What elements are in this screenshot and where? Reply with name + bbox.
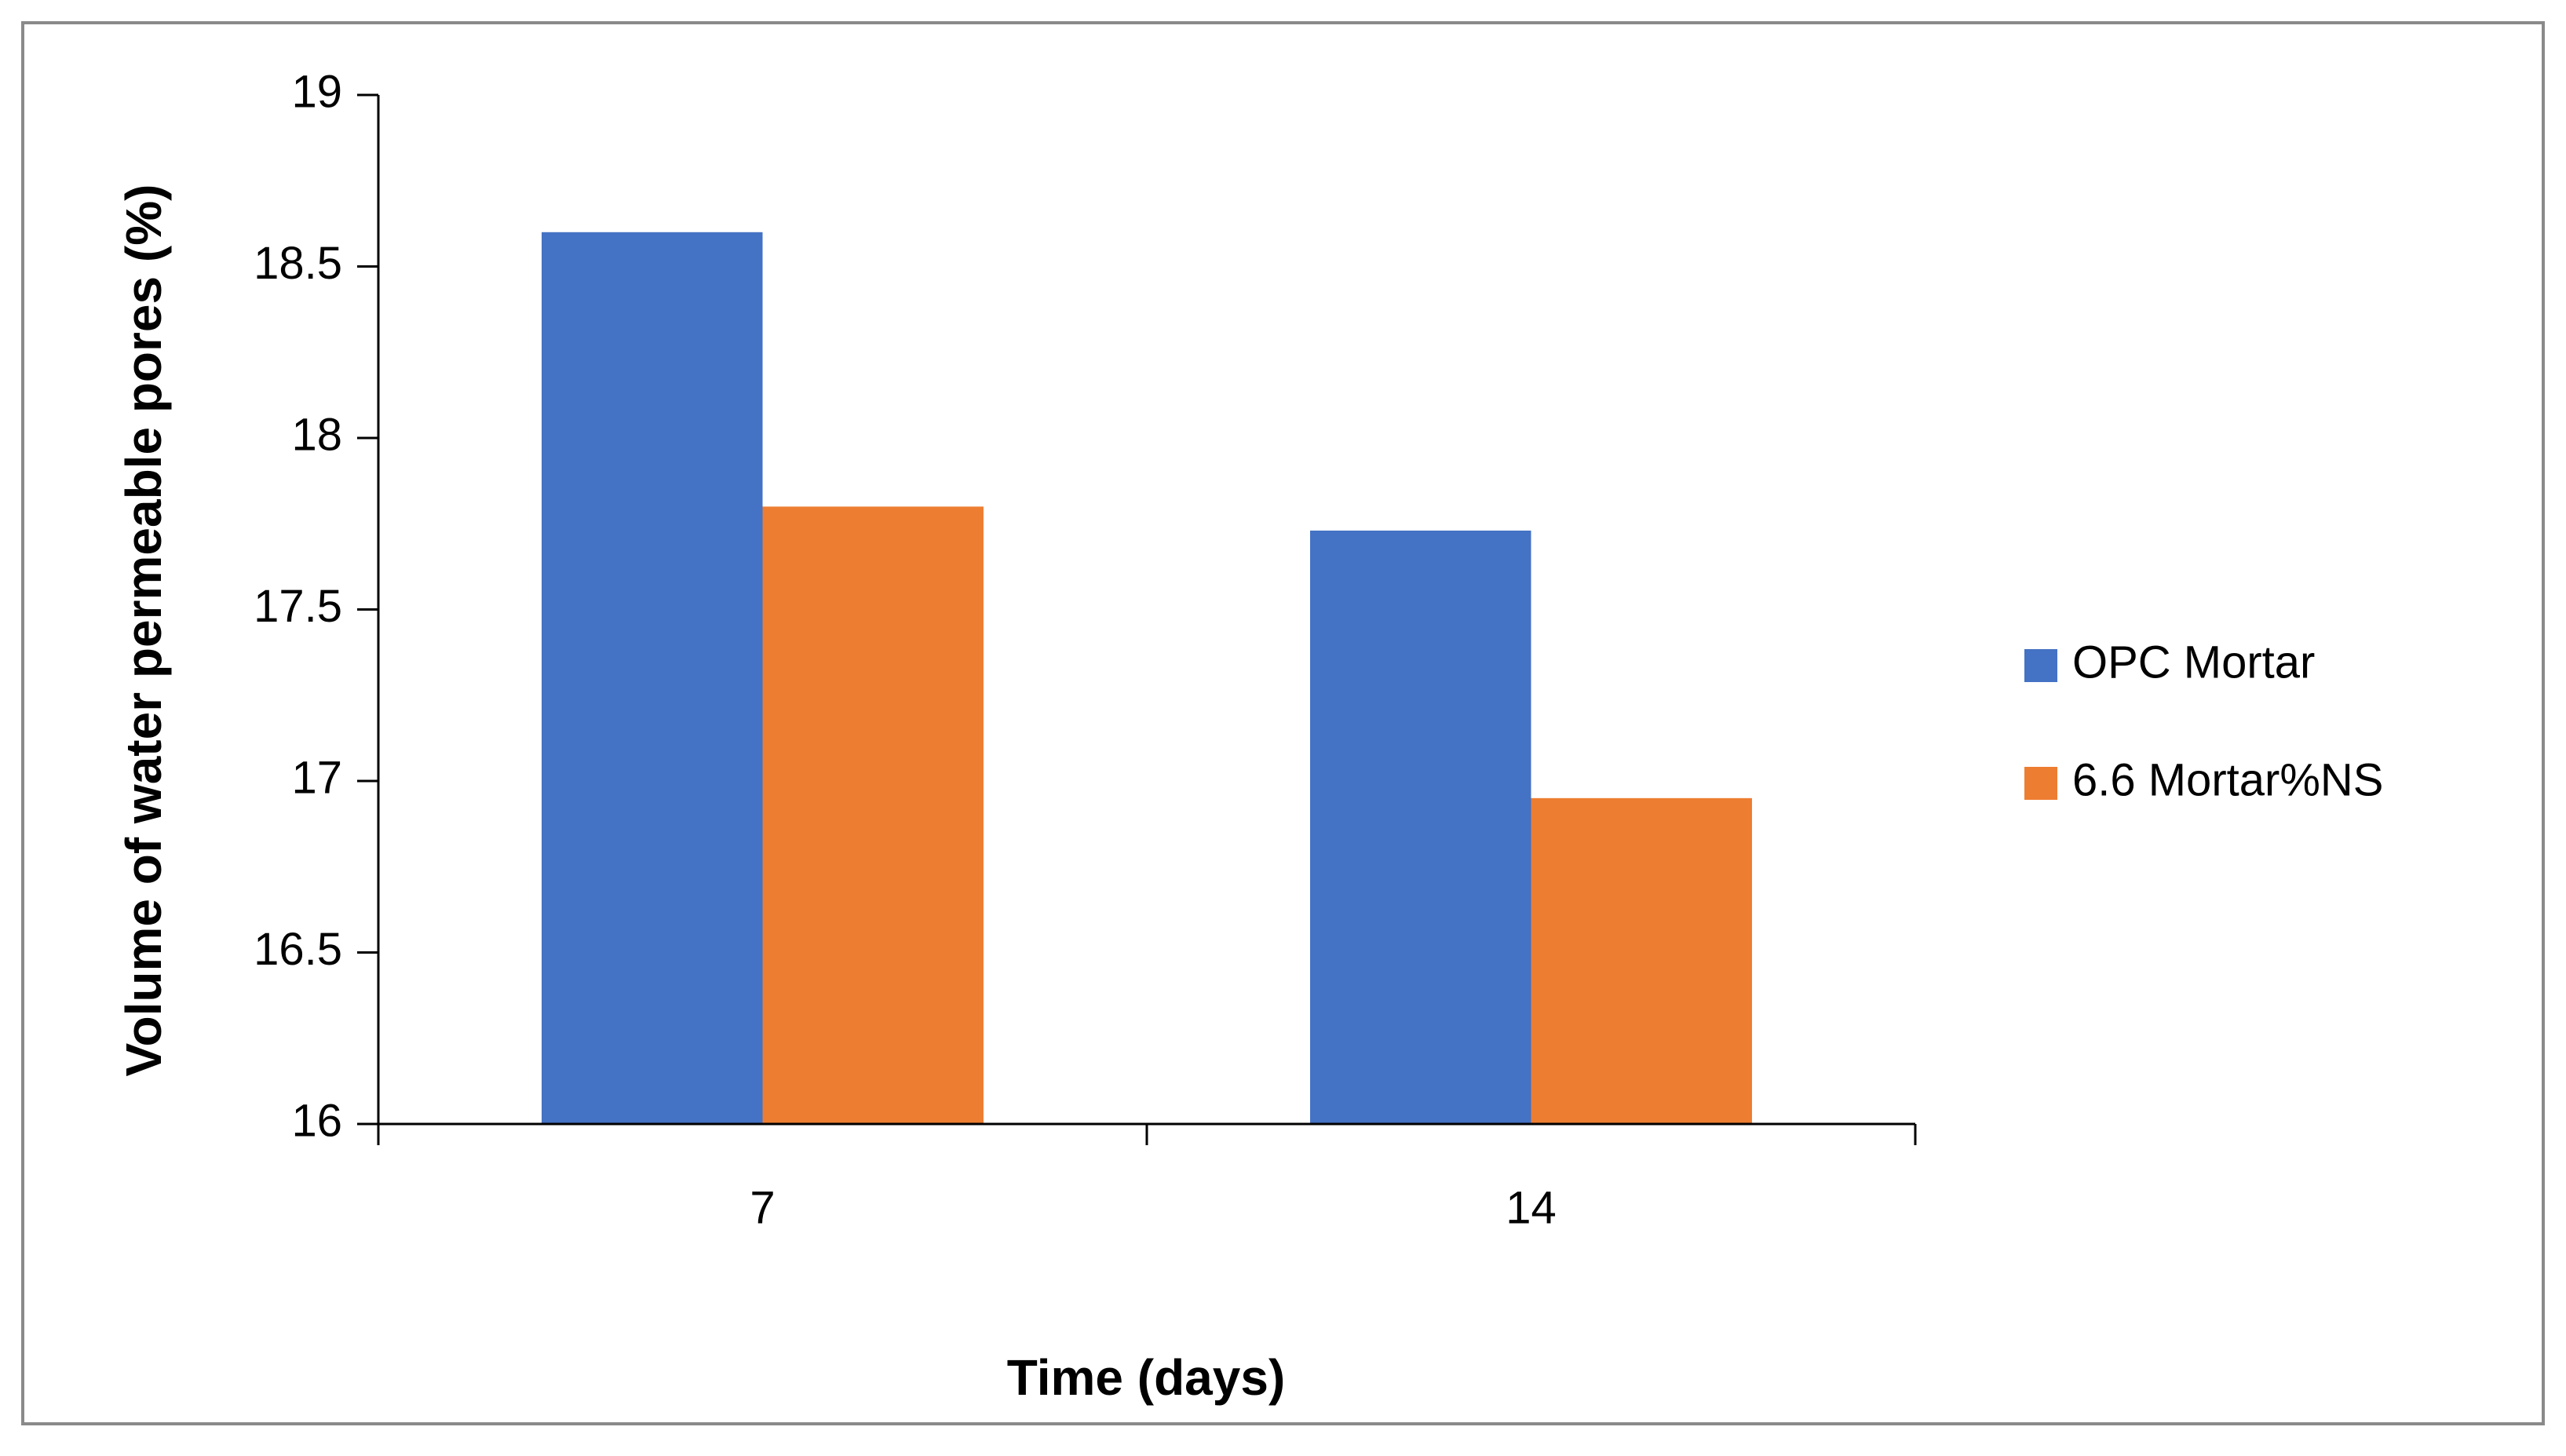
x-axis-title: Time (days)	[1007, 1349, 1286, 1406]
y-tick-label: 16	[291, 1095, 342, 1146]
bar	[542, 232, 763, 1124]
y-tick-label: 18	[291, 409, 342, 460]
x-tick-label: 14	[1506, 1182, 1557, 1233]
legend-swatch	[2024, 767, 2057, 800]
chart-frame	[21, 21, 2545, 1425]
y-tick-label: 16.5	[254, 924, 342, 975]
legend-label: OPC Mortar	[2072, 637, 2315, 688]
x-tick-label: 7	[750, 1182, 775, 1233]
y-tick-label: 19	[291, 66, 342, 117]
legend-label: 6.6 Mortar%NS	[2072, 754, 2383, 805]
legend-swatch	[2024, 649, 2057, 682]
y-tick-label: 17.5	[254, 581, 342, 632]
y-tick-label: 18.5	[254, 238, 342, 289]
y-axis-title: Volume of water permeable pores (%)	[115, 184, 172, 1077]
bar	[1310, 530, 1531, 1124]
bar	[1531, 797, 1752, 1124]
bar	[762, 506, 984, 1124]
y-tick-label: 17	[291, 752, 342, 803]
